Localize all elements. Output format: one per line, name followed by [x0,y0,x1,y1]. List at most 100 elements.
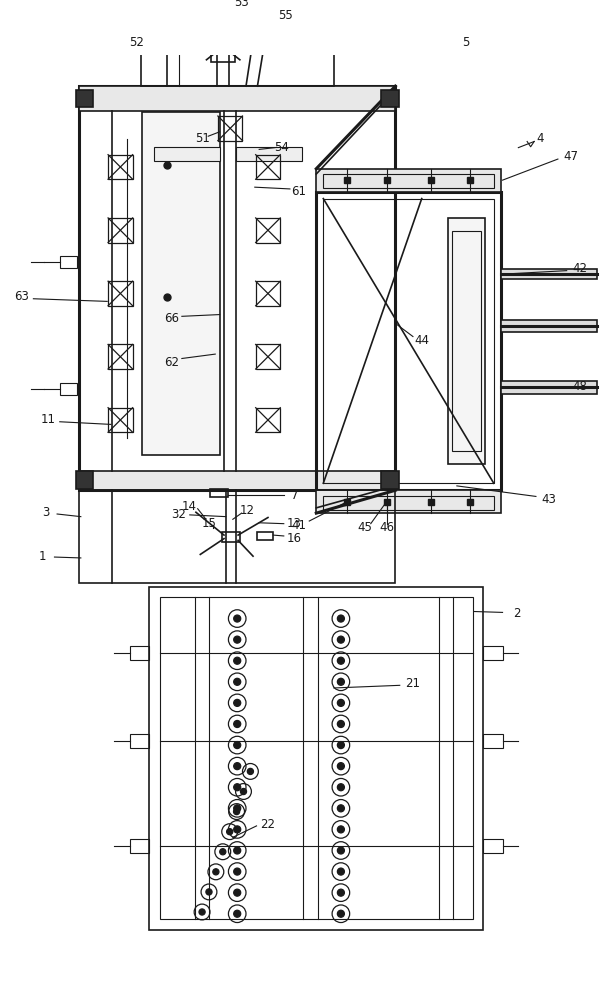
Bar [141,11,334,86]
Circle shape [338,763,344,770]
Circle shape [206,889,212,895]
Circle shape [234,910,240,917]
Bar [448,218,485,464]
Circle shape [338,699,344,706]
Circle shape [234,805,240,812]
Circle shape [234,826,240,833]
Circle shape [234,615,240,622]
Bar [79,471,395,490]
Text: 66: 66 [164,312,179,325]
Bar [210,489,228,497]
Text: 45: 45 [357,521,372,534]
Text: 3: 3 [42,506,49,519]
Text: 21: 21 [405,677,421,690]
Bar [453,231,480,451]
Text: 11: 11 [41,413,56,426]
Circle shape [338,615,344,622]
Bar [316,490,501,513]
Text: 13: 13 [287,517,302,530]
Bar [130,734,149,748]
Bar [79,490,395,583]
Circle shape [338,868,344,875]
Circle shape [234,763,240,770]
Text: 44: 44 [415,334,429,347]
Circle shape [220,849,226,855]
Bar [483,646,502,660]
Circle shape [247,768,253,774]
Circle shape [234,868,240,875]
Text: 48: 48 [573,380,587,393]
Bar [154,147,220,161]
Circle shape [234,889,240,896]
Circle shape [234,809,240,815]
Bar [381,90,399,107]
Bar [218,116,242,141]
Text: 14: 14 [181,500,196,513]
Circle shape [234,657,240,664]
Bar [258,532,273,540]
Text: 61: 61 [292,185,306,198]
Bar [108,218,133,243]
Bar [222,532,240,542]
Bar [108,281,133,306]
Text: 5: 5 [462,36,469,49]
Circle shape [338,826,344,833]
Bar [79,86,395,111]
Bar [130,839,149,853]
Circle shape [338,720,344,727]
Circle shape [240,788,247,795]
Bar [236,147,302,161]
Circle shape [234,720,240,727]
Bar [108,408,133,432]
Circle shape [234,678,240,685]
Text: 1: 1 [38,550,46,563]
Circle shape [226,829,232,835]
Text: 53: 53 [234,0,249,9]
Bar [256,408,280,432]
Circle shape [338,636,344,643]
Bar [501,269,597,279]
Circle shape [338,657,344,664]
Bar [483,734,502,748]
Bar [323,174,494,188]
Bar [160,597,473,919]
Bar [316,169,501,192]
Bar [256,218,280,243]
Bar [501,381,597,394]
Bar [130,646,149,660]
Bar [60,256,77,268]
Circle shape [338,910,344,917]
Text: 22: 22 [261,818,276,831]
Text: 41: 41 [292,519,306,532]
Circle shape [234,636,240,643]
Bar [381,471,399,489]
Circle shape [213,869,219,875]
Text: 4: 4 [536,132,544,145]
Bar [501,320,597,332]
Text: 62: 62 [164,356,179,369]
Circle shape [234,847,240,854]
Circle shape [199,909,205,915]
Bar [211,28,236,62]
Text: 42: 42 [573,262,587,275]
Text: 43: 43 [542,493,557,506]
Bar [76,90,93,107]
Bar [256,344,280,369]
Text: 55: 55 [278,9,293,22]
Bar [316,192,501,490]
Text: 32: 32 [171,508,186,521]
Circle shape [338,784,344,791]
Circle shape [338,889,344,896]
Bar [323,496,494,510]
Bar [256,281,280,306]
Bar [108,344,133,369]
Bar [149,587,483,930]
Text: 7: 7 [290,489,298,502]
Circle shape [234,784,240,791]
Bar [483,839,502,853]
Bar [108,155,133,179]
Text: 15: 15 [202,517,216,530]
Text: 46: 46 [379,521,394,534]
Circle shape [338,805,344,812]
Text: 51: 51 [194,132,210,145]
